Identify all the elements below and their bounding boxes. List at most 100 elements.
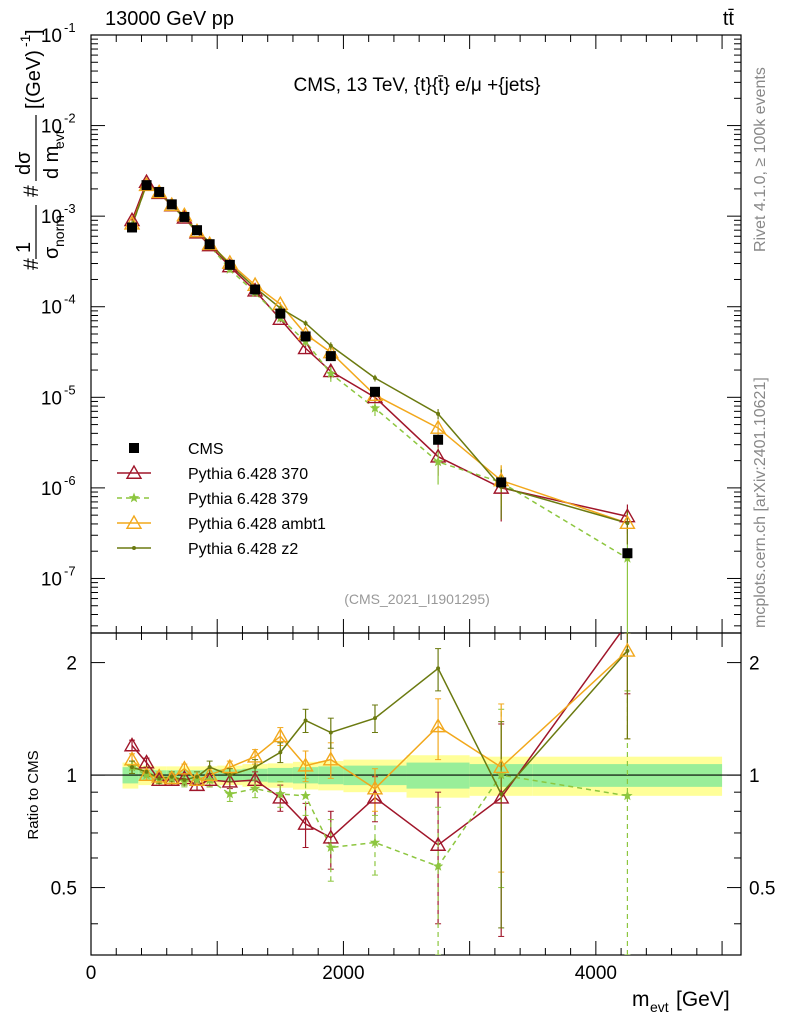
ratio-marker	[322, 751, 340, 766]
top-marker	[436, 411, 441, 416]
legend-label: Pythia 6.428 379	[188, 491, 308, 508]
y-tick-exponent: -5	[64, 382, 76, 397]
cms-data-point	[433, 434, 444, 445]
ratio-marker	[188, 771, 206, 786]
series-line-ratio	[131, 766, 628, 868]
ratio-ylabel: Ratio to CMS	[25, 750, 42, 839]
top-marker	[297, 339, 314, 355]
ratio-marker	[619, 642, 636, 657]
cms-data-point	[166, 199, 177, 210]
ratio-marker	[275, 788, 286, 799]
ratio-marker	[432, 860, 444, 871]
legend-label: CMS	[188, 441, 224, 458]
ratio-marker	[278, 750, 283, 755]
ratio-marker	[492, 758, 510, 774]
ratio-marker	[157, 776, 162, 781]
top-marker	[619, 514, 636, 530]
cms-data-point	[250, 284, 261, 295]
legend-marker	[132, 546, 136, 550]
ratio-marker	[176, 760, 193, 775]
ratio-marker	[369, 837, 381, 847]
series-line-ratio	[131, 650, 628, 796]
cms-data-point	[300, 331, 311, 342]
ratio-marker	[272, 789, 289, 804]
svg-text:1: 1	[13, 242, 35, 253]
ratio-marker	[429, 717, 447, 733]
ratio-marker	[188, 776, 206, 792]
svg-text:d m: d m	[41, 146, 63, 179]
ratio-marker	[182, 778, 187, 783]
series-lines	[129, 180, 631, 955]
ratio-marker	[144, 769, 149, 774]
top-marker	[432, 456, 444, 467]
legend-entry: Pythia 6.428 370	[117, 464, 308, 483]
legend-entry: Pythia 6.428 ambt1	[117, 514, 326, 533]
ratio-marker	[204, 774, 215, 785]
y-tick-label: 10	[41, 117, 62, 138]
legend-entry: Pythia 6.428 z2	[117, 541, 298, 558]
top-marker	[328, 343, 333, 348]
legend-marker	[128, 492, 140, 503]
ratio-marker	[253, 765, 258, 770]
svg-text:#: #	[20, 258, 43, 270]
ratio-marker	[325, 842, 336, 852]
axis-labels: CMS, 13 TeV, {t}{t̄} e/μ +{jets} (CMS_20…	[13, 29, 730, 1015]
cms-data-point	[325, 351, 336, 362]
uncertainty-bands	[91, 755, 741, 798]
cms-data-point	[192, 225, 203, 236]
legend-marker	[125, 514, 143, 529]
cms-data-point	[127, 222, 138, 233]
x-axis-label-unit: [GeV]	[676, 988, 730, 1011]
ratio-marker	[141, 769, 152, 780]
top-marker	[625, 521, 630, 526]
legend-label: Pythia 6.428 ambt1	[188, 516, 326, 533]
ratio-marker	[221, 758, 239, 774]
cms-data-point	[179, 211, 190, 222]
legend-entry: Pythia 6.428 379	[117, 491, 308, 508]
header-right: tt̄	[722, 8, 734, 30]
ratio-marker	[366, 780, 384, 795]
ratio-marker	[372, 716, 377, 721]
ratio-marker	[436, 666, 441, 671]
cms-data-point	[141, 180, 152, 191]
cms-data-point	[275, 308, 286, 319]
y-tick-exponent: -7	[64, 563, 76, 578]
legend-label: Pythia 6.428 370	[188, 466, 308, 483]
top-marker	[372, 376, 377, 381]
svg-text:σ: σ	[41, 246, 63, 259]
ratio-marker	[297, 757, 314, 772]
cms-data-point	[369, 386, 380, 397]
ratio-marker	[123, 737, 141, 752]
ratio-tick-label-right: 2	[749, 654, 760, 675]
ratio-tick-label-right: 0.5	[749, 879, 775, 900]
ratio-marker	[123, 751, 141, 766]
ratio-marker	[328, 730, 333, 735]
y-tick-label: 10	[41, 298, 62, 319]
ratio-marker	[195, 774, 200, 779]
ratio-marker	[297, 815, 314, 830]
x-axis-label: m	[632, 988, 650, 1011]
ratio-marker	[249, 783, 261, 794]
x-tick-label: 0	[86, 963, 97, 984]
y-tick-label: 10	[41, 388, 62, 409]
ratio-marker	[221, 773, 239, 788]
ratio-marker	[163, 769, 180, 785]
ratio-tick-label: 2	[66, 654, 77, 675]
ratio-marker	[496, 769, 507, 780]
ratio-marker	[201, 766, 218, 782]
y-tick-label: 10	[41, 479, 62, 500]
top-marker	[303, 321, 308, 326]
ratio-marker	[246, 748, 264, 763]
ratio-marker	[224, 788, 236, 799]
x-tick-label: 2000	[322, 963, 364, 984]
cms-data-point	[496, 477, 507, 488]
analysis-tag: (CMS_2021_I1901295)	[344, 591, 490, 607]
y-tick-exponent: -6	[64, 473, 76, 488]
y-tick-exponent: -1	[64, 20, 76, 35]
legend-label: Pythia 6.428 z2	[188, 541, 298, 558]
ratio-marker	[169, 774, 174, 779]
series-markers	[123, 173, 636, 871]
